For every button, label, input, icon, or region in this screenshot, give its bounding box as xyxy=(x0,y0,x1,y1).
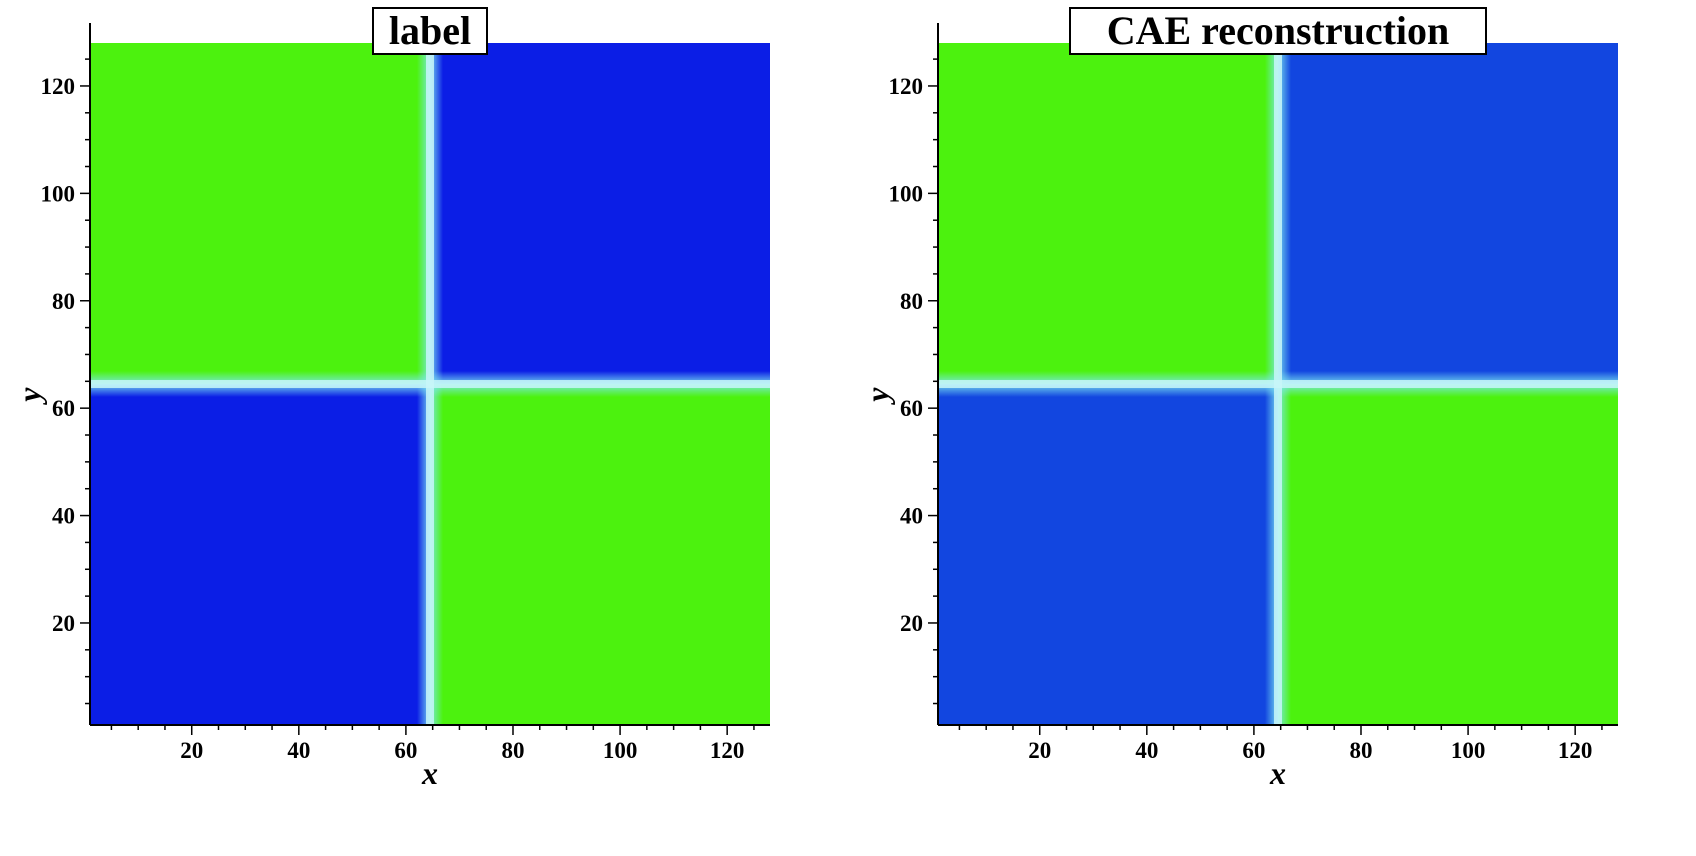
quadrant-bottom-left xyxy=(938,384,1278,725)
x-tick-label: 100 xyxy=(1451,738,1486,763)
y-tick-label: 60 xyxy=(900,396,923,421)
x-tick-label: 20 xyxy=(180,738,203,763)
heatmap-field xyxy=(938,43,1618,725)
heatmap-chart-label: 20 40 60 80 100 120 20 40 60 80 100 120 x y label xyxy=(11,7,770,791)
y-tick-label: 120 xyxy=(41,74,76,99)
interface-core-horizontal xyxy=(938,380,1618,388)
x-tick-label: 100 xyxy=(603,738,638,763)
quadrant-top-right xyxy=(430,43,770,384)
x-tick-label: 80 xyxy=(501,738,524,763)
heatmap-plot-label: 20 40 60 80 100 120 20 40 60 80 100 120 x y label xyxy=(11,7,770,791)
x-tick-label: 80 xyxy=(1349,738,1372,763)
heatmap-plot-cae-reconstruction: 20 40 60 80 100 120 20 40 60 80 100 120 x y CAE recons… xyxy=(859,7,1618,791)
quadrant-bottom-right xyxy=(430,384,770,725)
y-tick-label: 100 xyxy=(889,181,924,206)
quadrant-top-left xyxy=(90,43,430,384)
y-tick-label: 40 xyxy=(52,504,75,529)
chart-title: label xyxy=(389,8,471,53)
x-tick-label: 60 xyxy=(394,738,417,763)
quadrant-bottom-left xyxy=(90,384,430,725)
y-tick-label: 120 xyxy=(889,74,924,99)
y-tick-label: 60 xyxy=(52,396,75,421)
interface-core-horizontal xyxy=(90,380,770,388)
x-tick-label: 40 xyxy=(1135,738,1158,763)
y-tick-label: 20 xyxy=(52,611,75,636)
x-axis-label: x xyxy=(1269,755,1286,791)
y-tick-label: 80 xyxy=(900,289,923,314)
x-tick-label: 120 xyxy=(710,738,745,763)
x-tick-label: 60 xyxy=(1242,738,1265,763)
quadrant-top-left xyxy=(938,43,1278,384)
y-axis-label: y xyxy=(859,387,895,406)
x-tick-label: 20 xyxy=(1028,738,1051,763)
heatmap-chart-cae-reconstruction: 20 40 60 80 100 120 20 40 60 80 100 120 x y CAE recons… xyxy=(848,0,1696,856)
heatmap-field xyxy=(90,43,770,725)
y-tick-label: 40 xyxy=(900,504,923,529)
x-tick-label: 120 xyxy=(1558,738,1593,763)
y-axis-label: y xyxy=(11,387,47,406)
x-tick-label: 40 xyxy=(287,738,310,763)
y-tick-label: 20 xyxy=(900,611,923,636)
y-tick-label: 100 xyxy=(41,181,76,206)
chart-title: CAE reconstruction xyxy=(1107,8,1450,53)
quadrant-top-right xyxy=(1278,43,1618,384)
y-tick-label: 80 xyxy=(52,289,75,314)
chart-title-box xyxy=(1069,7,1487,55)
quadrant-bottom-right xyxy=(1278,384,1618,725)
chart-title-box xyxy=(372,7,488,55)
x-axis-label: x xyxy=(421,755,438,791)
